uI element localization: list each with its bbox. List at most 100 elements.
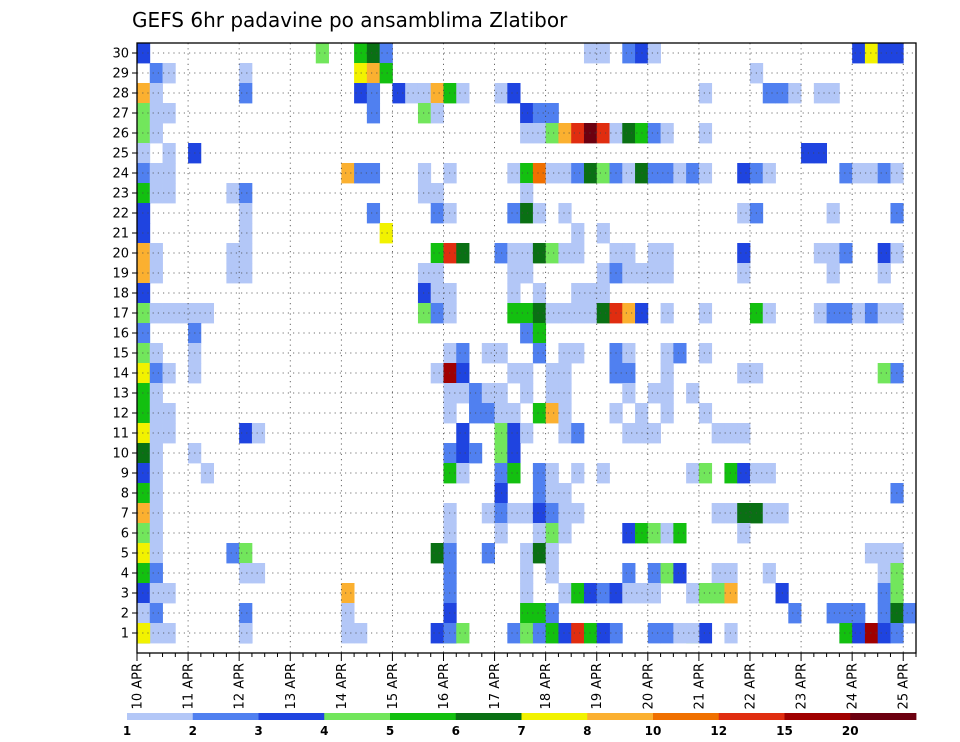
heatmap-cell	[660, 163, 674, 184]
heatmap-cell	[456, 383, 470, 404]
heatmap-cell	[149, 343, 163, 364]
heatmap-cell	[813, 243, 828, 264]
heatmap-cell	[558, 623, 572, 644]
heatmap-cell	[622, 303, 636, 324]
heatmap-cell	[673, 563, 687, 584]
heatmap-cell	[137, 183, 151, 204]
heatmap-cell	[520, 383, 534, 404]
colorbar-label: 5	[386, 724, 394, 738]
heatmap-cell	[366, 43, 381, 64]
heatmap-cell	[149, 503, 163, 524]
heatmap-cell	[239, 603, 253, 624]
heatmap-cell	[788, 83, 802, 104]
heatmap-cell	[481, 543, 495, 564]
heatmap-cell	[839, 163, 853, 184]
heatmap-cell	[137, 403, 151, 424]
y-tick-label: 26	[112, 127, 129, 142]
colorbar-label: 1	[123, 724, 131, 738]
heatmap-cell	[507, 303, 521, 324]
heatmap-cell	[239, 543, 253, 564]
heatmap-cell	[137, 443, 151, 464]
heatmap-cell	[545, 383, 559, 404]
heatmap-cell	[647, 583, 661, 604]
x-tick-label: 13 APR	[284, 663, 299, 709]
heatmap-cell	[532, 203, 547, 224]
heatmap-cell	[647, 383, 661, 404]
heatmap-cell	[737, 243, 751, 264]
heatmap-cell	[686, 583, 700, 604]
heatmap-cell	[711, 563, 725, 584]
heatmap-cell	[839, 623, 853, 644]
heatmap-cell	[341, 623, 355, 644]
y-tick-label: 11	[112, 427, 129, 442]
heatmap-cell	[137, 363, 151, 384]
heatmap-cell	[762, 463, 776, 484]
heatmap-cell	[520, 583, 534, 604]
heatmap-cell	[571, 583, 585, 604]
heatmap-cell	[558, 423, 572, 444]
x-tick-label: 25 APR	[897, 663, 912, 709]
heatmap-cell	[711, 583, 725, 604]
heatmap-cell	[558, 403, 572, 424]
heatmap-cell	[456, 343, 470, 364]
heatmap-cell	[456, 423, 470, 444]
y-tick-label: 9	[121, 467, 129, 482]
heatmap-cell	[239, 83, 253, 104]
colorbar-swatch	[850, 713, 917, 720]
heatmap-cell	[405, 83, 419, 104]
heatmap-cell	[507, 443, 521, 464]
heatmap-cell	[137, 283, 151, 304]
heatmap-cell	[341, 603, 355, 624]
heatmap-cell	[686, 383, 700, 404]
heatmap-cell	[558, 483, 572, 504]
y-tick-label: 28	[112, 87, 129, 102]
heatmap-cell	[647, 563, 661, 584]
heatmap-cell	[647, 423, 661, 444]
heatmap-cell	[545, 303, 559, 324]
x-tick-label: 10 APR	[131, 663, 146, 709]
heatmap-cell	[660, 623, 674, 644]
heatmap-cell	[520, 323, 534, 344]
heatmap-cell	[571, 163, 585, 184]
heatmap-cell	[558, 163, 572, 184]
heatmap-cell	[226, 543, 240, 564]
heatmap-cell	[149, 163, 163, 184]
heatmap-cell	[137, 123, 151, 144]
heatmap-cell	[137, 103, 151, 124]
heatmap-cell	[532, 403, 547, 424]
heatmap-cell	[571, 343, 585, 364]
heatmap-cell	[507, 203, 521, 224]
heatmap-cell	[698, 303, 713, 324]
heatmap-cell	[647, 263, 661, 284]
heatmap-cell	[724, 623, 738, 644]
heatmap-cell	[724, 423, 738, 444]
heatmap-cell	[877, 583, 891, 604]
heatmap-cell	[673, 163, 687, 184]
heatmap-cell	[149, 583, 163, 604]
colorbar-label: 2	[189, 724, 197, 738]
heatmap-cell	[149, 443, 163, 464]
heatmap-cell	[877, 163, 891, 184]
heatmap-cell	[520, 543, 534, 564]
heatmap-cell	[877, 303, 891, 324]
heatmap-cell	[698, 403, 713, 424]
heatmap-cell	[877, 543, 891, 564]
heatmap-cell	[660, 403, 674, 424]
x-tick-label: 23 APR	[795, 663, 810, 709]
heatmap-cell	[137, 543, 151, 564]
heatmap-cell	[149, 183, 163, 204]
heatmap-cell	[558, 383, 572, 404]
heatmap-cell	[149, 83, 163, 104]
cells-layer	[137, 43, 917, 644]
heatmap-cell	[149, 403, 163, 424]
heatmap-cell	[507, 423, 521, 444]
heatmap-cell	[660, 343, 674, 364]
heatmap-cell	[149, 263, 163, 284]
heatmap-cell	[558, 303, 572, 324]
heatmap-cell	[137, 343, 151, 364]
heatmap-cell	[877, 563, 891, 584]
heatmap-cell	[852, 163, 866, 184]
heatmap-cell	[137, 323, 151, 344]
x-tick-label: 11 APR	[182, 663, 197, 709]
